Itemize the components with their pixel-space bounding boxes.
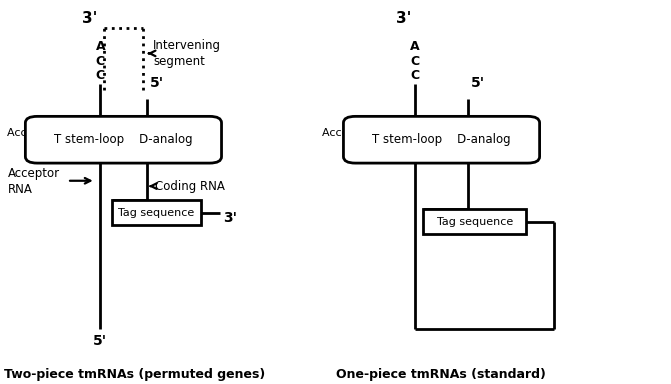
Text: Acceptor stem: Acceptor stem (322, 127, 403, 137)
Text: T stem-loop    D-analog: T stem-loop D-analog (372, 133, 511, 146)
Text: Tag sequence: Tag sequence (437, 217, 513, 227)
Text: One-piece tmRNAs (standard): One-piece tmRNAs (standard) (336, 368, 546, 381)
Bar (112, 200, 201, 225)
Text: Two-piece tmRNAs (permuted genes): Two-piece tmRNAs (permuted genes) (4, 368, 266, 381)
Text: RNA: RNA (7, 183, 32, 196)
Text: 5': 5' (471, 76, 486, 90)
Text: C: C (96, 69, 105, 82)
FancyBboxPatch shape (25, 116, 221, 163)
Text: A: A (95, 40, 105, 53)
Text: 3': 3' (397, 11, 412, 26)
Bar (423, 209, 526, 234)
Text: 5': 5' (93, 334, 107, 348)
Text: 3': 3' (82, 11, 97, 26)
Text: segment: segment (153, 55, 205, 68)
Text: Acceptor: Acceptor (7, 167, 60, 180)
Text: Intervening: Intervening (153, 39, 221, 52)
Text: 3': 3' (223, 211, 237, 225)
Text: T stem-loop    D-analog: T stem-loop D-analog (54, 133, 193, 146)
Text: Coding RNA: Coding RNA (155, 180, 225, 193)
Text: 5': 5' (150, 76, 164, 90)
Text: Acceptor stem: Acceptor stem (7, 127, 88, 137)
FancyBboxPatch shape (344, 116, 539, 163)
Text: C: C (411, 69, 419, 82)
Text: A: A (410, 40, 420, 53)
Text: Tag sequence: Tag sequence (119, 208, 195, 218)
Text: C: C (96, 55, 105, 68)
Text: C: C (411, 55, 419, 68)
